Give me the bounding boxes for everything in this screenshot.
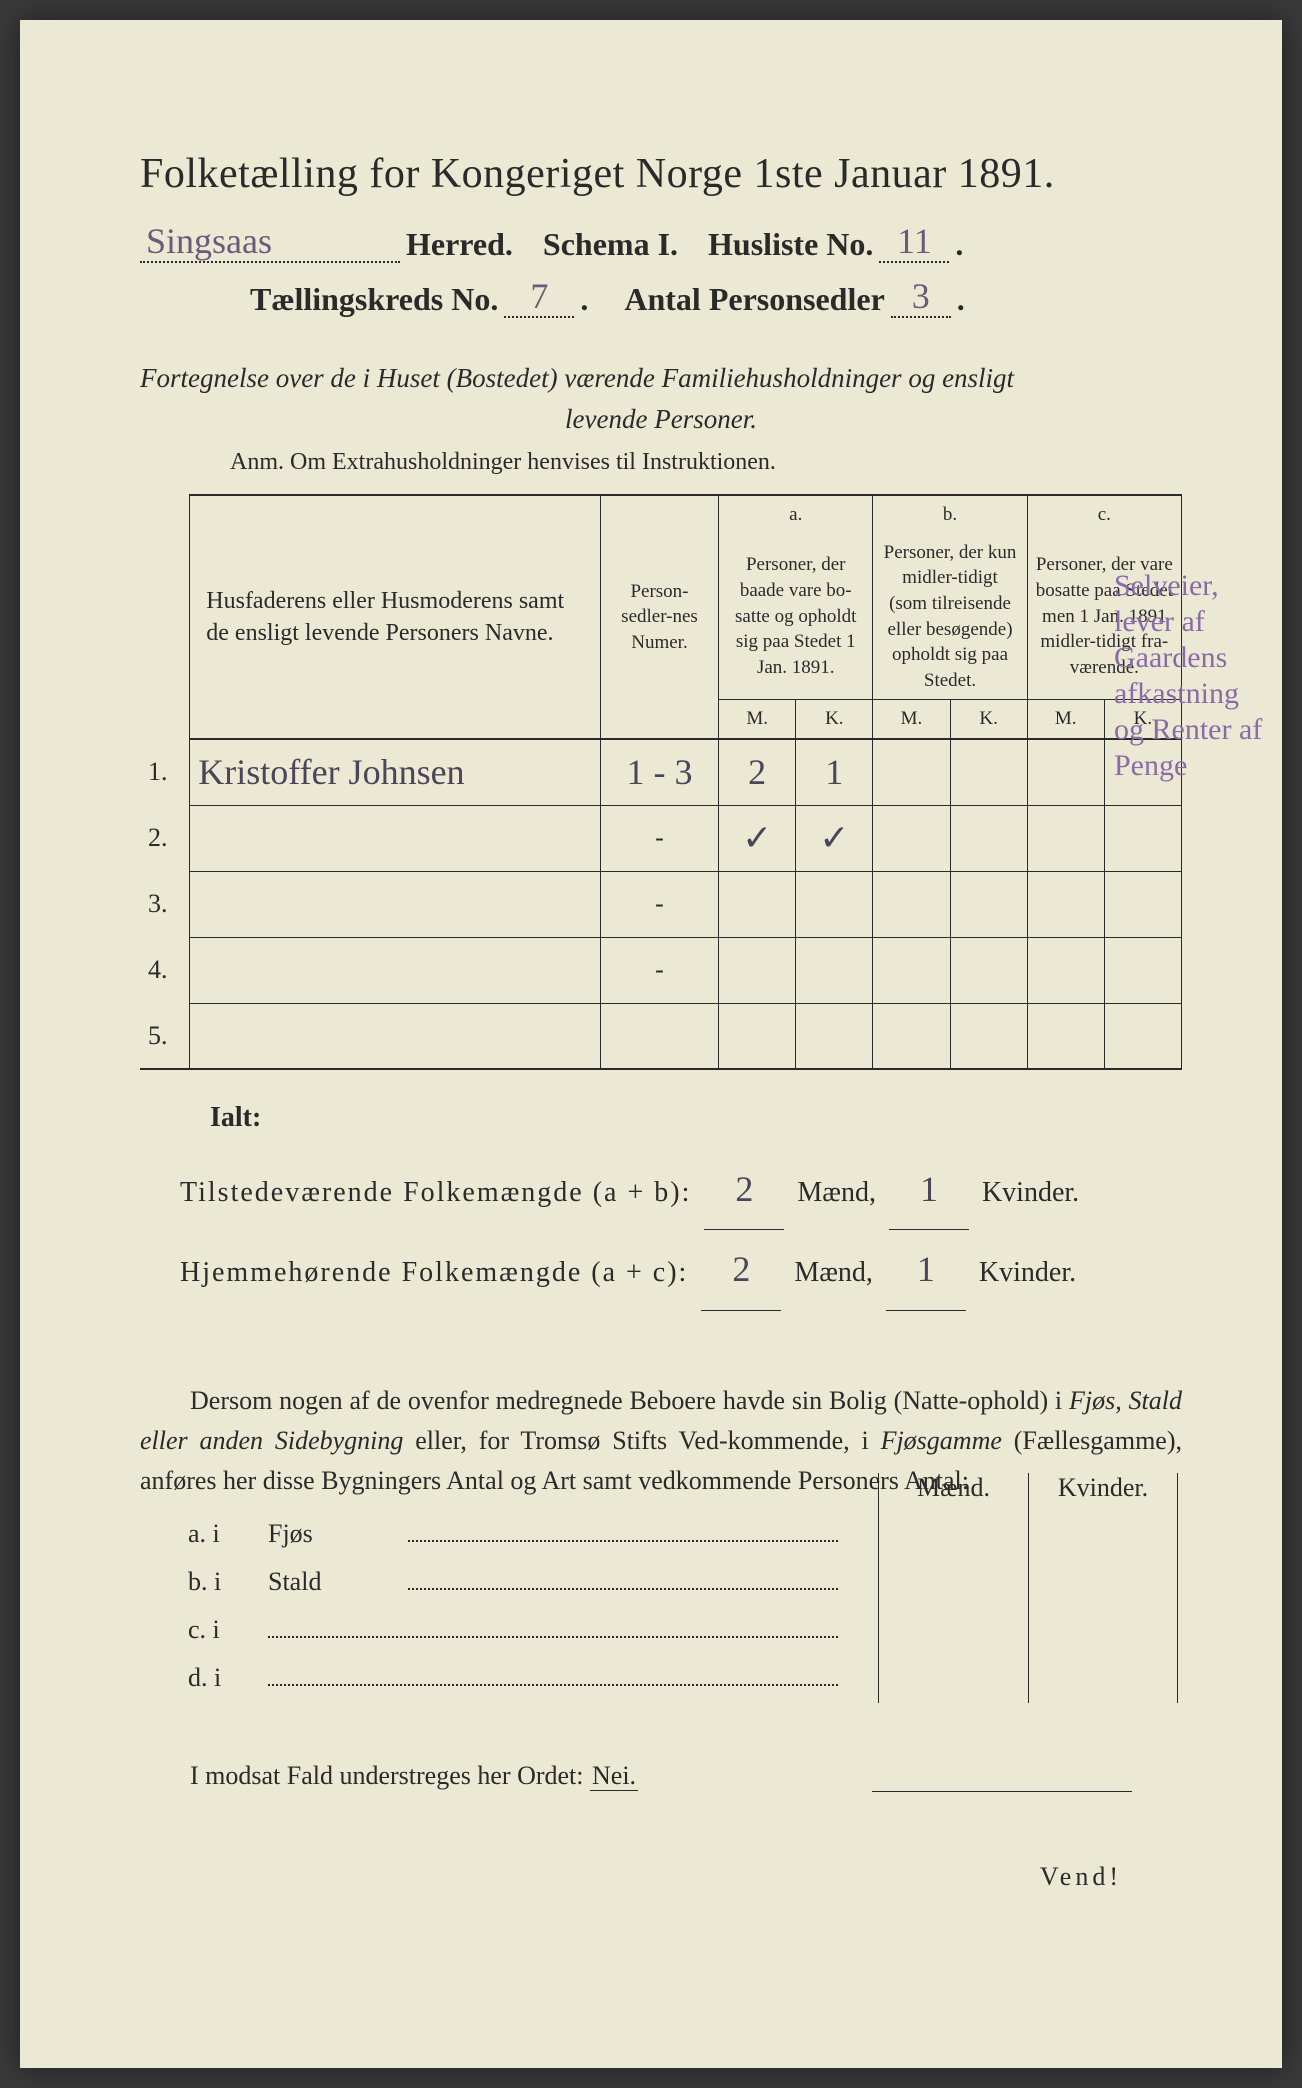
col-numer-header: Person-sedler-nes Numer. xyxy=(621,581,698,653)
table-row: 1. Kristoffer Johnsen 1 - 3 2 1 xyxy=(140,739,1182,805)
table-row: 4. - xyxy=(140,937,1182,1003)
bygning-maend-header: Mænd. xyxy=(878,1473,1028,1703)
col-names-header: Husfaderens eller Husmoderens samt de en… xyxy=(206,588,564,646)
sum-present: Tilstedeværende Folkemængde (a + b): 2 M… xyxy=(180,1150,1182,1230)
vend-label: Vend! xyxy=(140,1862,1182,1892)
col-a-top: a. xyxy=(719,495,873,534)
table-row: 3. - xyxy=(140,871,1182,937)
antal-value: 3 xyxy=(912,282,930,311)
header-line-2: Singsaas Herred. Schema I. Husliste No. … xyxy=(140,222,1182,263)
antal-label: Antal Personsedler xyxy=(624,281,884,318)
ialt-label: Ialt: xyxy=(210,1102,1182,1134)
mk-b-m: M. xyxy=(873,700,950,739)
husliste-value: 11 xyxy=(897,227,932,256)
row1-numer: 1 - 3 xyxy=(626,752,692,792)
col-c-top: c. xyxy=(1027,495,1181,534)
anm-note: Anm. Om Extrahusholdninger henvises til … xyxy=(230,449,1182,476)
herred-value: Singsaas xyxy=(146,227,272,256)
nei-word: Nei. xyxy=(590,1761,638,1791)
mk-a-k: K. xyxy=(796,700,873,739)
col-b-top: b. xyxy=(873,495,1027,534)
table-row: 5. xyxy=(140,1003,1182,1069)
col-a-header: Personer, der baade vare bo-satte og oph… xyxy=(719,534,873,700)
mk-c-m: M. xyxy=(1027,700,1104,739)
vend-rule xyxy=(872,1791,1132,1792)
kreds-value: 7 xyxy=(530,282,548,311)
husliste-label: Husliste No. xyxy=(708,226,873,263)
sum-resident: Hjemmehørende Folkemængde (a + c): 2 Mæn… xyxy=(180,1230,1182,1310)
schema-label: Schema I. xyxy=(543,226,678,263)
census-form-page: Folketælling for Kongeriget Norge 1ste J… xyxy=(20,20,1282,2068)
main-table: Husfaderens eller Husmoderens samt de en… xyxy=(140,494,1182,1070)
bygning-kvinder-header: Kvinder. xyxy=(1028,1473,1178,1703)
table-row: 2. - ✓ ✓ xyxy=(140,805,1182,871)
row1-name: Kristoffer Johnsen xyxy=(198,752,464,792)
mk-a-m: M. xyxy=(719,700,796,739)
header-line-3: Tællingskreds No. 7 . Antal Personsedler… xyxy=(140,277,1182,318)
herred-label: Herred. xyxy=(406,226,513,263)
margin-annotation: Selveier, lever af Gaardens afkastning o… xyxy=(1114,568,1264,784)
col-b-header: Personer, der kun midler-tidigt (som til… xyxy=(873,534,1027,700)
bygning-table: Mænd. Kvinder. a. i Fjøs b. i Stald c. i… xyxy=(188,1519,1182,1711)
kreds-label: Tællingskreds No. xyxy=(250,281,498,318)
section-description: Fortegnelse over de i Huset (Bostedet) v… xyxy=(140,358,1182,439)
page-title: Folketælling for Kongeriget Norge 1ste J… xyxy=(140,150,1182,198)
mk-b-k: K. xyxy=(950,700,1027,739)
footer-line: I modsat Fald understreges her Ordet: Ne… xyxy=(140,1761,1182,1791)
